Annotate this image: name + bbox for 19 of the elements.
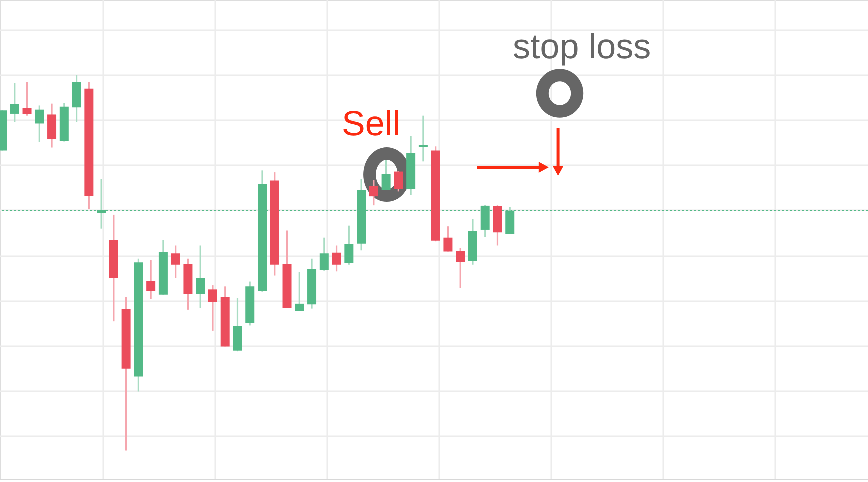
candlestick (444, 226, 453, 253)
candlestick (10, 82, 20, 124)
candlestick (196, 244, 206, 310)
candlestick (332, 244, 342, 272)
candlestick (456, 248, 466, 289)
text: stop loss (513, 27, 652, 66)
candlestick (171, 244, 180, 280)
candlestick (208, 284, 218, 332)
candlestick (295, 272, 304, 312)
candlestick (146, 259, 156, 300)
candlestick (320, 237, 329, 272)
annotation: Sell (342, 104, 400, 144)
candlestick (369, 179, 378, 206)
candlestick (382, 160, 391, 191)
candlestick (344, 225, 354, 266)
candlestick (22, 81, 32, 117)
candlestick (394, 170, 404, 192)
candlestick (418, 115, 428, 162)
candlestick (35, 104, 44, 143)
